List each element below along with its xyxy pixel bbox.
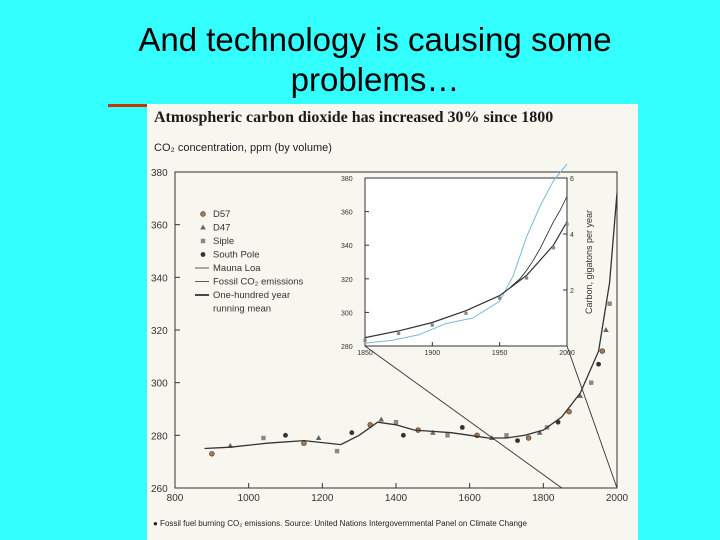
sample-point	[515, 438, 520, 443]
sample-point	[566, 408, 572, 415]
sample-point	[349, 430, 355, 436]
inset-y-tick-label: 360	[341, 210, 353, 217]
legend-marker	[200, 238, 206, 244]
mauna-loa-line	[510, 196, 568, 288]
main-x-tick-label: 1400	[385, 493, 408, 504]
slide-title-line2: problems…	[290, 61, 460, 98]
sample-point	[430, 429, 436, 435]
co2-figure: Atmospheric carbon dioxide has increased…	[147, 104, 638, 540]
inset-zoom-line-left	[364, 345, 563, 489]
sample-point	[378, 416, 385, 422]
inset-y2-tick-label: 4	[570, 232, 574, 239]
inset-sample-point	[565, 222, 569, 226]
main-x-tick-label: 2000	[606, 493, 629, 504]
inset-sample-point	[397, 331, 401, 336]
sample-point	[334, 448, 340, 454]
fossil-emissions-line	[364, 163, 568, 344]
sample-point	[393, 419, 399, 425]
inset-running-mean-line	[364, 221, 568, 339]
sample-point	[445, 433, 450, 438]
inset-y-tick-label: 300	[341, 310, 353, 317]
figure-source-footnote: ● Fossil fuel burning CO₂ emissions. Sou…	[153, 519, 527, 528]
legend-marker	[200, 224, 206, 230]
main-x-tick-label: 1200	[311, 493, 334, 504]
main-y-tick-label: 380	[151, 168, 168, 179]
legend-marker	[200, 252, 206, 257]
inset-y-tick-label: 340	[341, 243, 353, 250]
main-x-tick-label: 1000	[238, 493, 261, 504]
inset-x-tick-label: 1850	[357, 350, 373, 357]
inset-sample-point	[525, 276, 529, 280]
inset-y2-tick-label: 2	[570, 288, 574, 295]
inset-x-tick-label: 1900	[425, 350, 441, 357]
main-y-tick-label: 360	[151, 221, 168, 232]
legend-label: D57	[213, 209, 230, 220]
inset-y2-tick-label: 6	[570, 176, 574, 183]
legend-label: Mauna Loa	[213, 263, 261, 274]
co2-chart-svg: 260 280 300 320 340 360 380 800 1000 1200 1400 1600…	[151, 163, 629, 504]
sample-point	[599, 348, 605, 354]
title-underline-accent	[108, 104, 148, 107]
inset-x-tick-label: 1950	[492, 350, 508, 357]
figure-title: Atmospheric carbon dioxide has increased…	[154, 109, 554, 126]
sample-point	[577, 392, 583, 398]
sample-point	[209, 451, 215, 457]
main-x-tick-label: 1800	[532, 493, 555, 504]
sample-point	[536, 429, 543, 435]
inset-y-tick-label: 380	[341, 176, 353, 183]
inset-y-tick-label: 280	[341, 344, 353, 351]
sample-point	[400, 432, 406, 438]
figure-y-axis-label: CO₂ concentration, ppm (by volume)	[154, 142, 332, 154]
legend-label: South Pole	[213, 250, 259, 261]
inset-plot-frame	[364, 177, 568, 347]
sample-point	[525, 435, 532, 441]
sample-point	[261, 435, 266, 441]
sample-point	[504, 433, 509, 438]
inset-x-tick-label: 2000	[559, 350, 575, 357]
inset-zoom-line-right	[566, 345, 618, 489]
inset-sample-point	[464, 311, 468, 315]
legend-label: Siple	[213, 236, 234, 247]
sample-point	[603, 327, 609, 332]
main-y-tick-label: 320	[151, 326, 168, 337]
main-x-tick-label: 800	[167, 493, 184, 504]
inset-sample-point	[363, 338, 367, 342]
slide-title: And technology is causing some problems…	[90, 20, 660, 100]
inset-sample-point	[498, 296, 502, 300]
legend-label: One-hundred year	[213, 290, 290, 301]
legend-marker	[200, 211, 206, 217]
inset-y-tick-label: 320	[341, 277, 353, 284]
legend-label: Fossil CO₂ emissions	[213, 277, 304, 288]
main-y-tick-label: 340	[151, 273, 168, 284]
main-y-tick-label: 260	[151, 484, 168, 495]
inset-sample-point	[551, 246, 556, 250]
sample-point	[607, 301, 612, 306]
legend-label: D47	[213, 223, 230, 234]
main-y-tick-label: 300	[151, 379, 168, 390]
sample-point	[596, 361, 601, 367]
inset-sample-point	[430, 323, 434, 327]
main-y-tick-label: 280	[151, 431, 168, 442]
running-mean-line	[204, 193, 618, 450]
sample-point	[459, 425, 465, 430]
slide-title-line1: And technology is causing some	[138, 21, 612, 58]
sample-point	[283, 432, 288, 438]
sample-point	[315, 434, 322, 440]
main-x-tick-label: 1600	[459, 493, 482, 504]
inset-y2-axis-label: Carbon, gigatons per year	[584, 210, 594, 314]
legend-label-continued: running mean	[213, 304, 271, 315]
sample-point	[301, 440, 307, 446]
sample-point	[589, 380, 594, 385]
